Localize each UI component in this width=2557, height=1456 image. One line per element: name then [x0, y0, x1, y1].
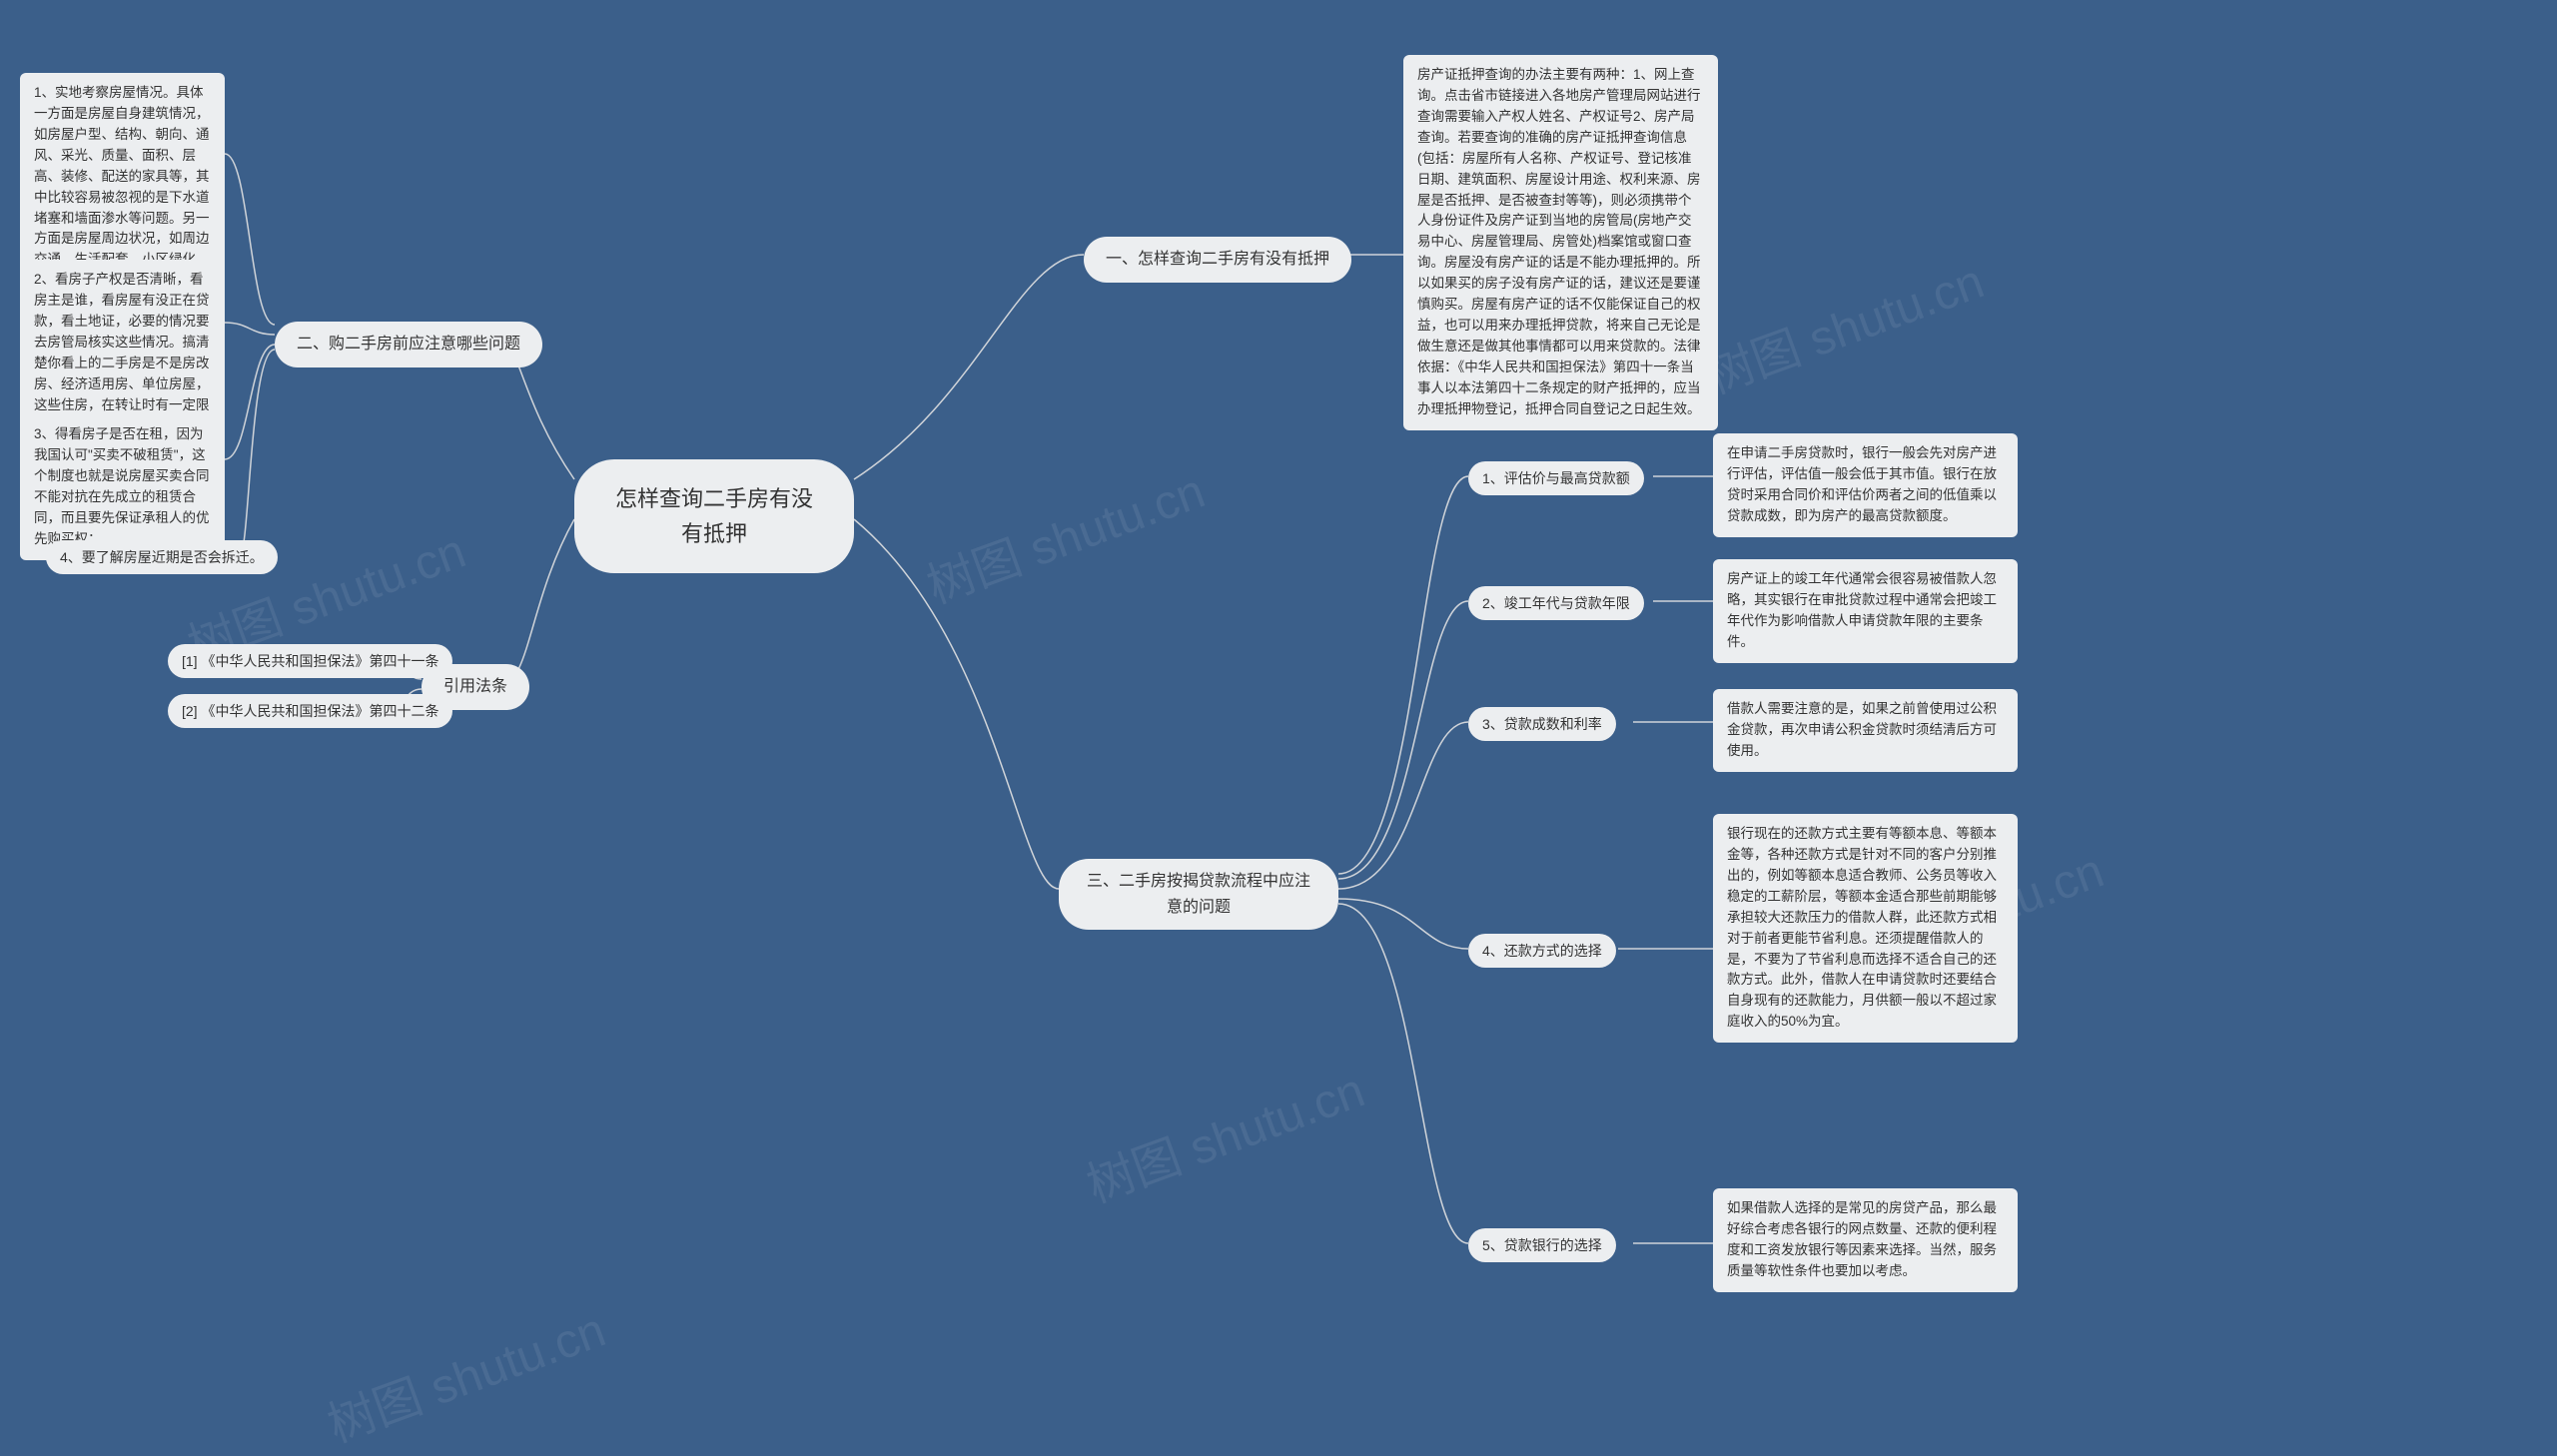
branch2-title[interactable]: 二、购二手房前应注意哪些问题	[275, 322, 542, 367]
branch4-item2: [2] 《中华人民共和国担保法》第四十二条	[168, 694, 452, 728]
branch1-detail-text: 房产证抵押查询的办法主要有两种：1、网上查询。点击省市链接进入各地房产管理局网站…	[1417, 67, 1701, 416]
branch2-item3-text: 3、得看房子是否在租，因为我国认可"买卖不破租赁"，这个制度也就是说房屋买卖合同…	[34, 426, 210, 546]
branch3-sub3-detail-text: 借款人需要注意的是，如果之前曾使用过公积金贷款，再次申请公积金贷款时须结清后方可…	[1727, 701, 1997, 758]
watermark: 树图 shutu.cn	[1695, 242, 1992, 406]
branch3-sub2-detail-text: 房产证上的竣工年代通常会很容易被借款人忽略，其实银行在审批贷款过程中通常会把竣工…	[1727, 571, 1997, 649]
branch3-sub2-label[interactable]: 2、竣工年代与贷款年限	[1468, 586, 1644, 620]
branch2-title-text: 二、购二手房前应注意哪些问题	[297, 336, 520, 353]
branch3-sub4-detail: 银行现在的还款方式主要有等额本息、等额本金等，各种还款方式是针对不同的客户分别推…	[1713, 814, 2018, 1043]
watermark: 树图 shutu.cn	[916, 451, 1213, 616]
branch3-sub4-label[interactable]: 4、还款方式的选择	[1468, 934, 1616, 968]
branch3-sub1-detail: 在申请二手房贷款时，银行一般会先对房产进行评估，评估值一般会低于其市值。银行在放…	[1713, 433, 2018, 537]
branch3-sub1-detail-text: 在申请二手房贷款时，银行一般会先对房产进行评估，评估值一般会低于其市值。银行在放…	[1727, 445, 1997, 523]
branch3-sub3-label[interactable]: 3、贷款成数和利率	[1468, 707, 1616, 741]
branch3-sub3-label-text: 3、贷款成数和利率	[1482, 716, 1602, 732]
branch3-sub2-detail: 房产证上的竣工年代通常会很容易被借款人忽略，其实银行在审批贷款过程中通常会把竣工…	[1713, 559, 2018, 663]
branch1-title-text: 一、怎样查询二手房有没有抵押	[1106, 251, 1329, 268]
center-topic-text: 怎样查询二手房有没有抵押	[615, 486, 813, 546]
branch3-sub5-label-text: 5、贷款银行的选择	[1482, 1237, 1602, 1253]
branch3-sub2-label-text: 2、竣工年代与贷款年限	[1482, 595, 1630, 611]
watermark: 树图 shutu.cn	[317, 1290, 613, 1455]
watermark: 树图 shutu.cn	[1076, 1051, 1372, 1215]
branch3-sub3-detail: 借款人需要注意的是，如果之前曾使用过公积金贷款，再次申请公积金贷款时须结清后方可…	[1713, 689, 2018, 772]
branch3-title-text: 三、二手房按揭贷款流程中应注意的问题	[1087, 873, 1310, 916]
branch4-title-text: 引用法条	[443, 678, 507, 695]
branch3-sub4-detail-text: 银行现在的还款方式主要有等额本息、等额本金等，各种还款方式是针对不同的客户分别推…	[1727, 826, 1997, 1029]
branch1-title[interactable]: 一、怎样查询二手房有没有抵押	[1084, 237, 1351, 283]
branch3-title[interactable]: 三、二手房按揭贷款流程中应注意的问题	[1059, 859, 1338, 930]
branch3-sub5-label[interactable]: 5、贷款银行的选择	[1468, 1228, 1616, 1262]
branch3-sub1-label-text: 1、评估价与最高贷款额	[1482, 470, 1630, 486]
center-topic[interactable]: 怎样查询二手房有没有抵押	[574, 459, 854, 573]
branch3-sub5-detail-text: 如果借款人选择的是常见的房贷产品，那么最好综合考虑各银行的网点数量、还款的便利程…	[1727, 1200, 1997, 1278]
branch1-detail: 房产证抵押查询的办法主要有两种：1、网上查询。点击省市链接进入各地房产管理局网站…	[1403, 55, 1718, 430]
branch4-item1: [1] 《中华人民共和国担保法》第四十一条	[168, 644, 452, 678]
branch3-sub1-label[interactable]: 1、评估价与最高贷款额	[1468, 461, 1644, 495]
branch4-item1-text: [1] 《中华人民共和国担保法》第四十一条	[182, 653, 438, 669]
branch2-item4: 4、要了解房屋近期是否会拆迁。	[46, 540, 278, 574]
branch3-sub5-detail: 如果借款人选择的是常见的房贷产品，那么最好综合考虑各银行的网点数量、还款的便利程…	[1713, 1188, 2018, 1292]
branch2-item4-text: 4、要了解房屋近期是否会拆迁。	[60, 549, 264, 565]
branch3-sub4-label-text: 4、还款方式的选择	[1482, 943, 1602, 959]
branch2-item3: 3、得看房子是否在租，因为我国认可"买卖不破租赁"，这个制度也就是说房屋买卖合同…	[20, 414, 225, 560]
branch4-item2-text: [2] 《中华人民共和国担保法》第四十二条	[182, 703, 438, 719]
